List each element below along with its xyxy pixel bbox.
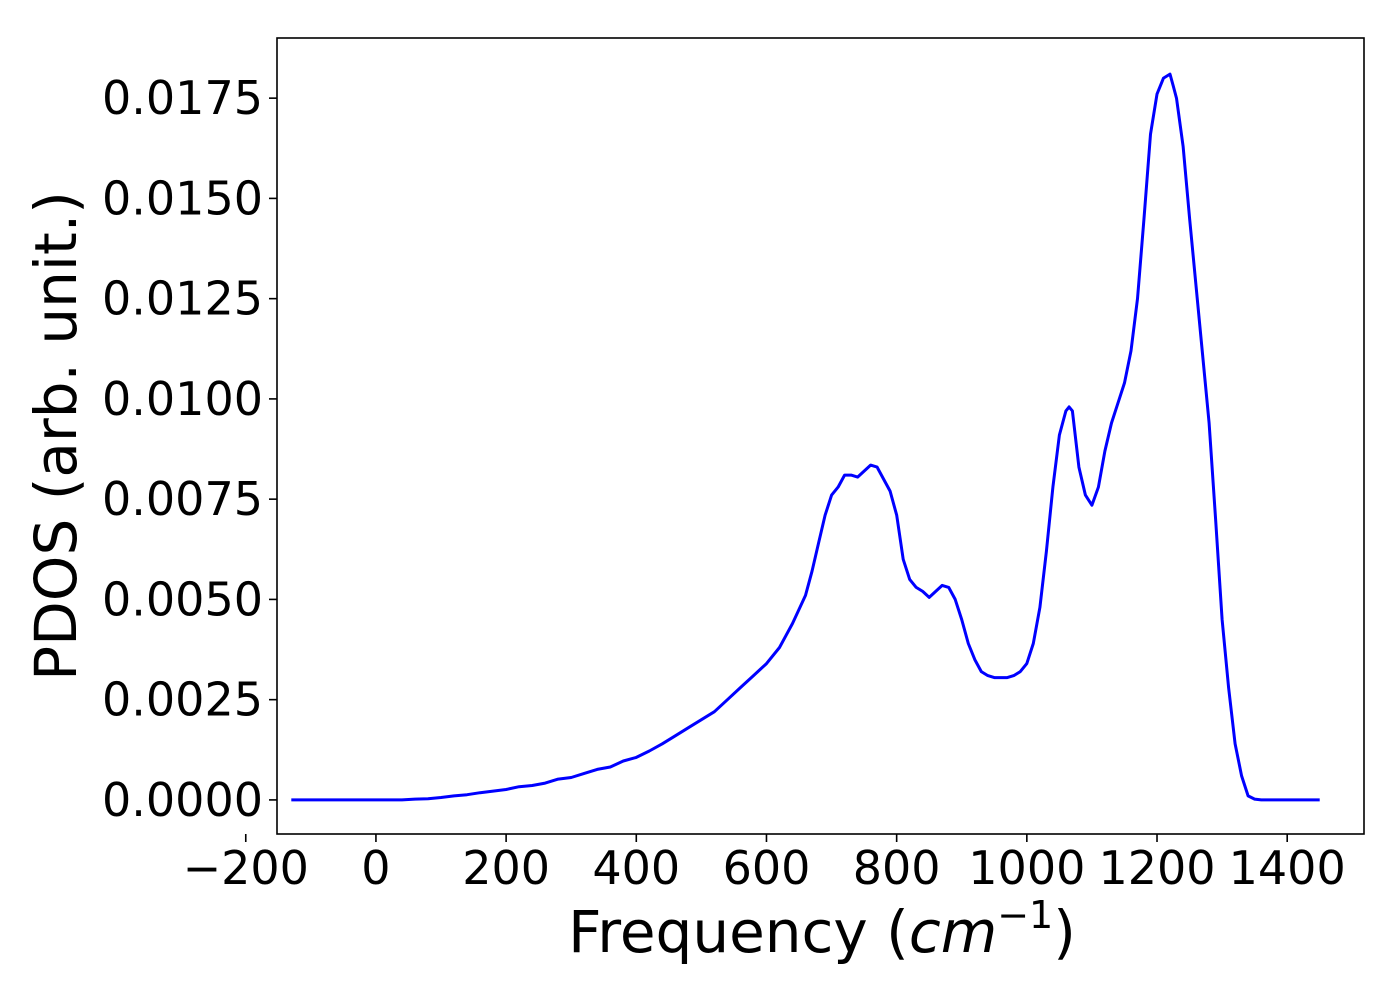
x-tick-label: 1400 bbox=[1229, 841, 1346, 895]
y-tick-label: 0.0100 bbox=[102, 372, 263, 426]
x-axis-label: Frequency (cm−1) bbox=[568, 893, 1076, 966]
y-tick-label: 0.0025 bbox=[102, 673, 263, 727]
y-tick-label: 0.0075 bbox=[102, 472, 263, 526]
x-tick-label: 400 bbox=[592, 841, 680, 895]
pdos-series-line bbox=[291, 72, 1320, 802]
y-tick-label: 0.0175 bbox=[102, 71, 263, 125]
x-tick-label: 1000 bbox=[968, 841, 1085, 895]
y-tick-label: 0.0000 bbox=[102, 773, 263, 827]
y-axis-label: PDOS (arb. unit.) bbox=[22, 191, 90, 681]
x-axis-ticks: −200 0 200 400 600 800 1000 1200 1400 bbox=[183, 834, 1346, 895]
y-tick-label: 0.0050 bbox=[102, 572, 263, 626]
x-tick-label: 800 bbox=[853, 841, 941, 895]
x-tick-label: 1200 bbox=[1098, 841, 1215, 895]
x-tick-label: 200 bbox=[462, 841, 550, 895]
y-tick-label: 0.0150 bbox=[102, 171, 263, 225]
x-tick-label: −200 bbox=[183, 841, 309, 895]
y-tick-label: 0.0125 bbox=[102, 272, 263, 326]
x-tick-label: 600 bbox=[723, 841, 811, 895]
x-tick-label: 0 bbox=[361, 841, 390, 895]
y-axis-ticks: 0.0000 0.0025 0.0050 0.0075 0.0100 0.0125 0.01… bbox=[102, 71, 277, 827]
plot-frame bbox=[276, 37, 1365, 835]
